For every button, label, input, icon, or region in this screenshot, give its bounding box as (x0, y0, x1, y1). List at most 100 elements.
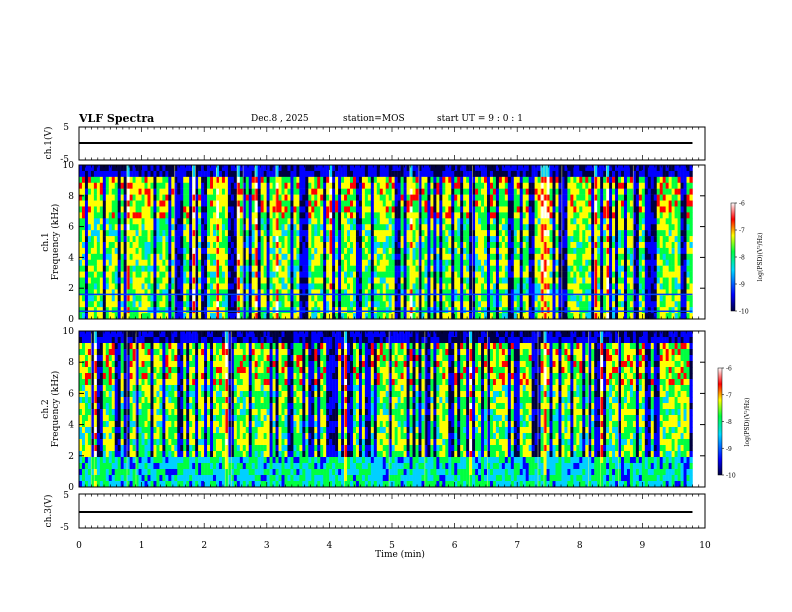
spectrogram-cell (198, 271, 202, 278)
spectrogram-cell (236, 170, 241, 178)
spectrogram-cell (400, 212, 404, 219)
spectrogram-cell (296, 295, 300, 302)
spectrogram-cell (555, 301, 559, 308)
spectrogram-cell (600, 295, 604, 302)
spectrogram-cell (180, 283, 184, 290)
spectrogram-cell (171, 242, 175, 249)
spectrogram-cell (355, 313, 360, 320)
spectrogram-cell (189, 259, 193, 266)
spectrogram-cell (418, 247, 422, 255)
spectrogram-cell (174, 188, 178, 195)
spectrogram-cell (317, 194, 321, 201)
spectrogram-cell (543, 224, 547, 231)
spectrogram-cell (638, 271, 643, 278)
spectrogram-cell (469, 259, 473, 266)
spectrogram-cell (302, 165, 306, 172)
spectrogram-cell (81, 170, 86, 178)
spectrogram-cell (460, 242, 464, 249)
spectrogram-cell (582, 242, 586, 249)
spectrogram-cell (84, 200, 89, 207)
spectrogram-cell (111, 206, 115, 213)
spectrogram-cell (284, 313, 288, 320)
spectrogram-cell (585, 242, 589, 249)
spectrogram-cell (341, 218, 345, 225)
spectrogram-cell (350, 182, 354, 189)
spectrogram-cell (311, 224, 315, 231)
spectrogram-cell (436, 283, 440, 290)
spectrogram-cell (257, 182, 261, 189)
spectrogram-cell (183, 206, 187, 213)
spectrogram-cell (156, 188, 160, 195)
spectrogram-cell (641, 224, 646, 231)
spectrogram-cell (472, 283, 476, 290)
spectrogram-cell (332, 283, 336, 290)
spectrogram-cell (379, 247, 384, 255)
spectrogram-cell (638, 259, 643, 266)
spectrogram-cell (335, 271, 339, 278)
spectrogram-cell (245, 307, 249, 314)
spectrogram-cell (632, 176, 637, 184)
spectrogram-cell (478, 283, 482, 290)
spectrogram-cell (153, 176, 157, 184)
spectrogram-cell (120, 194, 124, 201)
spectrogram-cell (466, 236, 470, 243)
spectrogram-cell (409, 230, 413, 237)
spectrogram-cell (543, 188, 547, 195)
spectrogram-cell (111, 194, 115, 201)
spectrogram-cell (254, 301, 258, 308)
spectrogram-cell (341, 313, 345, 320)
spectrogram-cell (147, 307, 151, 314)
spectrogram-cell (183, 224, 187, 231)
spectrogram-cell (534, 242, 538, 249)
spectrogram-cell (344, 313, 348, 320)
spectrogram-cell (290, 206, 294, 213)
spectrogram-cell (79, 247, 83, 255)
spectrogram-cell (198, 289, 202, 296)
spectrogram-cell (230, 242, 235, 249)
spectrogram-cell (626, 218, 631, 225)
spectrogram-cell (105, 188, 110, 195)
spectrogram-cell (111, 236, 115, 243)
spectrogram-cell (192, 200, 196, 207)
spectrogram-cell (391, 271, 395, 278)
spectrogram-cell (513, 182, 518, 189)
spectrogram-cell (525, 230, 529, 237)
spectrogram-cell (373, 170, 378, 178)
spectrogram-cell (126, 218, 130, 225)
spectrogram-cell (430, 313, 434, 320)
spectrogram-cell (504, 253, 509, 261)
spectrogram-cell (326, 194, 330, 201)
spectrogram-cell (144, 200, 148, 207)
spectrogram-cell (412, 212, 416, 219)
spectrogram-cell (415, 230, 419, 237)
spectrogram-cell (510, 277, 515, 284)
spectrogram-cell (248, 253, 252, 261)
spectrogram-cell (329, 182, 333, 189)
spectrogram-cell (612, 242, 616, 249)
spectrogram-cell (543, 277, 547, 284)
spectrogram-cell (439, 224, 443, 231)
spectrogram-cell (272, 236, 276, 243)
spectrogram-cell (388, 283, 392, 290)
spectrogram-cell (195, 188, 199, 195)
spectrogram-cell (469, 182, 473, 189)
spectrogram-burst (174, 165, 176, 319)
spectrogram-cell (600, 165, 604, 172)
spectrogram-cell (192, 170, 196, 178)
spectrogram-cell (329, 176, 333, 184)
spectrogram-cell (588, 212, 592, 219)
spectrogram-cell (341, 236, 345, 243)
spectrogram-cell (341, 277, 345, 284)
spectrogram-cell (126, 271, 130, 278)
spectrogram-cell (507, 188, 512, 195)
spectrogram-cell (332, 218, 336, 225)
spectrogram-cell (558, 295, 562, 302)
spectrogram-cell (507, 271, 512, 278)
spectrogram-cell (403, 242, 407, 249)
spectrogram-cell (501, 170, 506, 178)
spectrogram-cell (469, 307, 473, 314)
spectrogram-cell (308, 236, 312, 243)
spectrogram-cell (123, 230, 127, 237)
spectrogram-cell (156, 271, 160, 278)
spectrogram-cell (516, 224, 520, 231)
